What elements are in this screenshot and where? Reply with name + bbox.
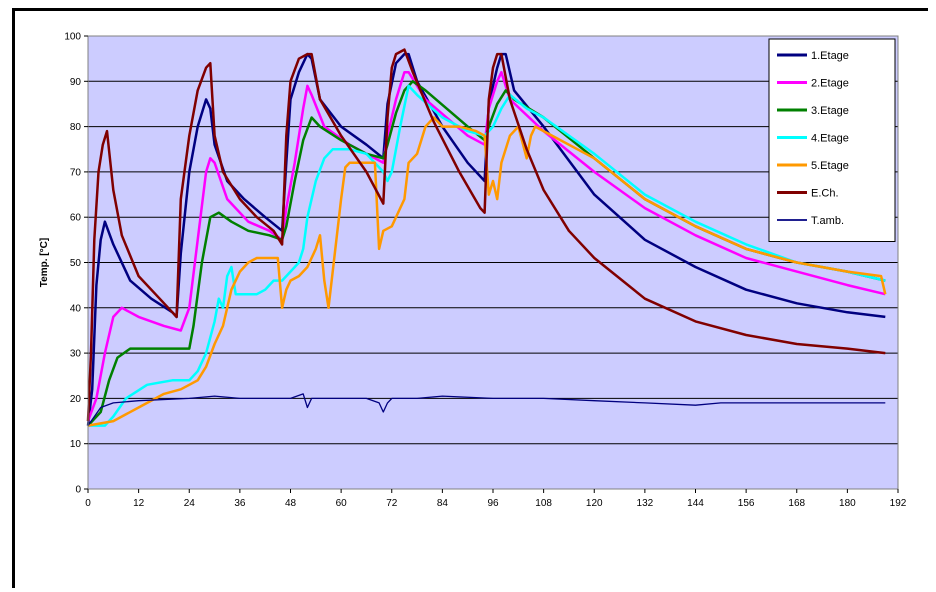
series-line-5.Etage [87, 116, 887, 427]
x-tick-label-120: 120 [586, 498, 603, 509]
legend-label-E.Ch.: E.Ch. [811, 188, 839, 200]
x-tick-label-132: 132 [637, 498, 654, 509]
series-line-2.Etage [86, 70, 886, 422]
y-tick-label-40: 40 [70, 303, 82, 314]
x-tick-label-192: 192 [890, 498, 907, 509]
x-tick-labels: 0 12 24 36 48 60 72 84 96 108 120 132 144 156 168 180 19… [85, 498, 907, 509]
legend-label-1.Etage: 1.Etage [811, 50, 849, 62]
line-chart: 0 10 20 30 40 50 60 70 80 90 100 0 12 24 36 48 60 72 84 96… [39, 32, 907, 510]
y-tick-label-70: 70 [70, 167, 82, 178]
legend-label-5.Etage: 5.Etage [811, 160, 849, 172]
legend-label-4.Etage: 4.Etage [811, 133, 849, 145]
x-tick-label-156: 156 [738, 498, 755, 509]
y-tick-label-60: 60 [70, 213, 82, 224]
legend-label-3.Etage: 3.Etage [811, 105, 849, 117]
x-tick-label-12: 12 [133, 498, 145, 509]
x-tick-label-84: 84 [437, 498, 449, 509]
series-line-4.Etage [88, 84, 886, 427]
axes [84, 35, 899, 493]
x-tick-label-24: 24 [184, 498, 196, 509]
x-tick-label-168: 168 [788, 498, 805, 509]
y-tick-label-0: 0 [75, 485, 81, 496]
series-line-T.amb. [87, 393, 886, 426]
chart-frame: 0 10 20 30 40 50 60 70 80 90 100 0 12 24 36 48 60 72 84 96… [12, 8, 928, 588]
y-tick-label-100: 100 [64, 32, 81, 43]
x-tick-label-96: 96 [487, 498, 499, 509]
y-tick-label-20: 20 [70, 394, 82, 405]
x-tick-label-108: 108 [535, 498, 552, 509]
x-tick-label-144: 144 [687, 498, 704, 509]
series-line-E.Ch. [86, 48, 886, 422]
series-lines [86, 48, 887, 427]
legend-box [768, 38, 896, 242]
y-tick-label-10: 10 [70, 439, 82, 450]
y-tick-label-80: 80 [70, 122, 82, 133]
x-tick-label-0: 0 [85, 498, 91, 509]
y-tick-labels: 0 10 20 30 40 50 60 70 80 90 100 [64, 32, 81, 496]
y-tick-label-30: 30 [70, 349, 82, 360]
legend: 1.Etage 2.Etage 3.Etage 4.Etage 5.Etage E.Ch.… [768, 38, 896, 242]
x-tick-label-180: 180 [839, 498, 856, 509]
x-tick-label-48: 48 [285, 498, 297, 509]
y-tick-label-90: 90 [70, 77, 82, 88]
y-axis-label: Temp. [°C] [39, 238, 50, 287]
x-tick-label-60: 60 [336, 498, 348, 509]
x-tick-label-36: 36 [234, 498, 246, 509]
y-tick-label-50: 50 [70, 258, 82, 269]
legend-label-2.Etage: 2.Etage [811, 78, 849, 90]
legend-label-T.amb.: T.amb. [811, 215, 844, 227]
x-tick-label-72: 72 [386, 498, 398, 509]
